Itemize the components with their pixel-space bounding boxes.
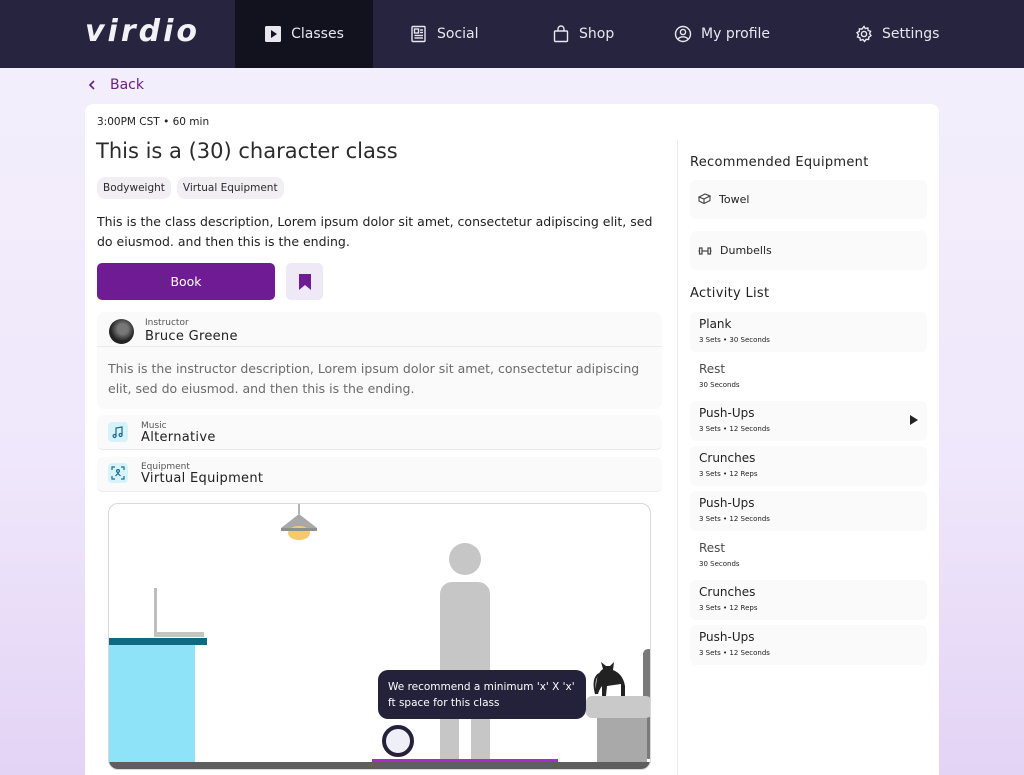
play-square-icon — [265, 26, 282, 42]
activity-detail: 3 Sets • 30 Seconds — [699, 336, 770, 344]
activity-name: Push-Ups — [699, 406, 755, 420]
nav-item-label: My profile — [701, 26, 771, 42]
tag-virtual-equipment: Virtual Equipment — [176, 177, 284, 199]
equipment-item-dumbells: Dumbells — [690, 231, 927, 270]
bookmark-icon — [298, 273, 311, 290]
class-time: 3:00PM CST — [97, 116, 160, 128]
top-nav: virdio Classes Social Shop My profile Se… — [0, 0, 1024, 68]
nav-item-label: Shop — [579, 26, 615, 42]
activity-detail: 3 Sets • 12 Seconds — [699, 649, 770, 657]
newspaper-icon — [411, 25, 426, 43]
dumbbell-icon — [698, 246, 712, 255]
activity-detail: 3 Sets • 12 Seconds — [699, 515, 770, 523]
class-title: This is a (30) character class — [96, 139, 398, 163]
class-meta: 3:00PM CST • 60 min — [97, 116, 209, 128]
class-description: This is the class description, Lorem ips… — [97, 214, 653, 249]
activity-detail: 30 Seconds — [699, 560, 740, 568]
activity-item[interactable]: Rest 30 Seconds — [690, 357, 927, 397]
music-note-icon — [108, 422, 128, 442]
activity-name: Rest — [699, 362, 726, 376]
nav-item-classes[interactable]: Classes — [235, 0, 373, 68]
activity-item[interactable]: Plank 3 Sets • 30 Seconds — [690, 312, 927, 352]
column-divider — [677, 140, 678, 775]
activity-name: Crunches — [699, 585, 756, 599]
equipment-item-label: Towel — [719, 193, 750, 206]
activity-item[interactable]: Crunches 3 Sets • 12 Reps — [690, 446, 927, 486]
equipment-item-label: Dumbells — [720, 244, 772, 257]
activity-name: Crunches — [699, 451, 756, 465]
activity-item[interactable]: Crunches 3 Sets • 12 Reps — [690, 580, 927, 620]
room-scene-graphic — [109, 504, 650, 769]
instructor-label: Instructor — [145, 318, 189, 328]
activity-item[interactable]: Push-Ups 3 Sets • 12 Seconds — [690, 491, 927, 531]
tag-bodyweight: Bodyweight — [97, 177, 171, 199]
nav-item-label: Classes — [291, 26, 344, 42]
nav-item-my-profile[interactable]: My profile — [664, 0, 780, 68]
back-label: Back — [110, 77, 144, 93]
nav-item-label: Social — [437, 26, 479, 42]
back-link[interactable]: Back — [88, 77, 144, 93]
music-value: Alternative — [141, 430, 216, 445]
activity-detail: 30 Seconds — [699, 381, 740, 389]
activity-detail: 3 Sets • 12 Seconds — [699, 425, 770, 433]
book-button[interactable]: Book — [97, 263, 275, 300]
play-icon[interactable] — [910, 415, 918, 425]
shopping-bag-icon — [553, 25, 569, 43]
activity-name: Rest — [699, 541, 726, 555]
meta-separator: • — [163, 116, 173, 128]
equipment-value: Virtual Equipment — [141, 471, 264, 486]
activity-name: Push-Ups — [699, 630, 755, 644]
equipment-row — [97, 457, 662, 492]
bookmark-button[interactable] — [286, 263, 323, 300]
virdio-logo[interactable]: virdio — [85, 14, 201, 49]
instructor-panel — [97, 312, 662, 409]
activity-item[interactable]: Rest 30 Seconds — [690, 536, 927, 576]
nav-item-shop[interactable]: Shop — [542, 0, 624, 68]
instructor-description: This is the instructor description, Lore… — [108, 361, 640, 396]
activity-list-heading: Activity List — [690, 286, 770, 301]
music-row — [97, 415, 662, 450]
nav-item-label: Settings — [882, 26, 940, 42]
gear-icon — [855, 25, 872, 43]
equipment-item-towel: Towel — [690, 180, 927, 219]
class-tags: Bodyweight Virtual Equipment — [97, 177, 284, 199]
activity-item-current[interactable]: Push-Ups 3 Sets • 12 Seconds — [690, 401, 927, 441]
space-recommendation-tooltip: We recommend a minimum 'x' X 'x' ft spac… — [378, 670, 586, 719]
nav-item-settings[interactable]: Settings — [845, 0, 949, 68]
equipment-label: Equipment — [141, 462, 190, 472]
activity-name: Plank — [699, 317, 732, 331]
activity-detail: 3 Sets • 12 Reps — [699, 604, 758, 612]
chevron-left-icon — [88, 80, 95, 90]
nav-item-social[interactable]: Social — [400, 0, 489, 68]
music-label: Music — [141, 421, 167, 431]
activity-detail: 3 Sets • 12 Reps — [699, 470, 758, 478]
user-circle-icon — [674, 25, 692, 43]
instructor-row[interactable] — [97, 312, 662, 347]
instructor-name: Bruce Greene — [145, 329, 238, 344]
instructor-avatar — [109, 319, 134, 344]
class-duration: 60 min — [172, 116, 210, 128]
towel-icon — [698, 193, 711, 205]
space-illustration — [108, 503, 651, 770]
virtual-equipment-icon — [108, 463, 128, 483]
activity-name: Push-Ups — [699, 496, 755, 510]
activity-item[interactable]: Push-Ups 3 Sets • 12 Seconds — [690, 625, 927, 665]
recommended-equipment-heading: Recommended Equipment — [690, 155, 869, 170]
